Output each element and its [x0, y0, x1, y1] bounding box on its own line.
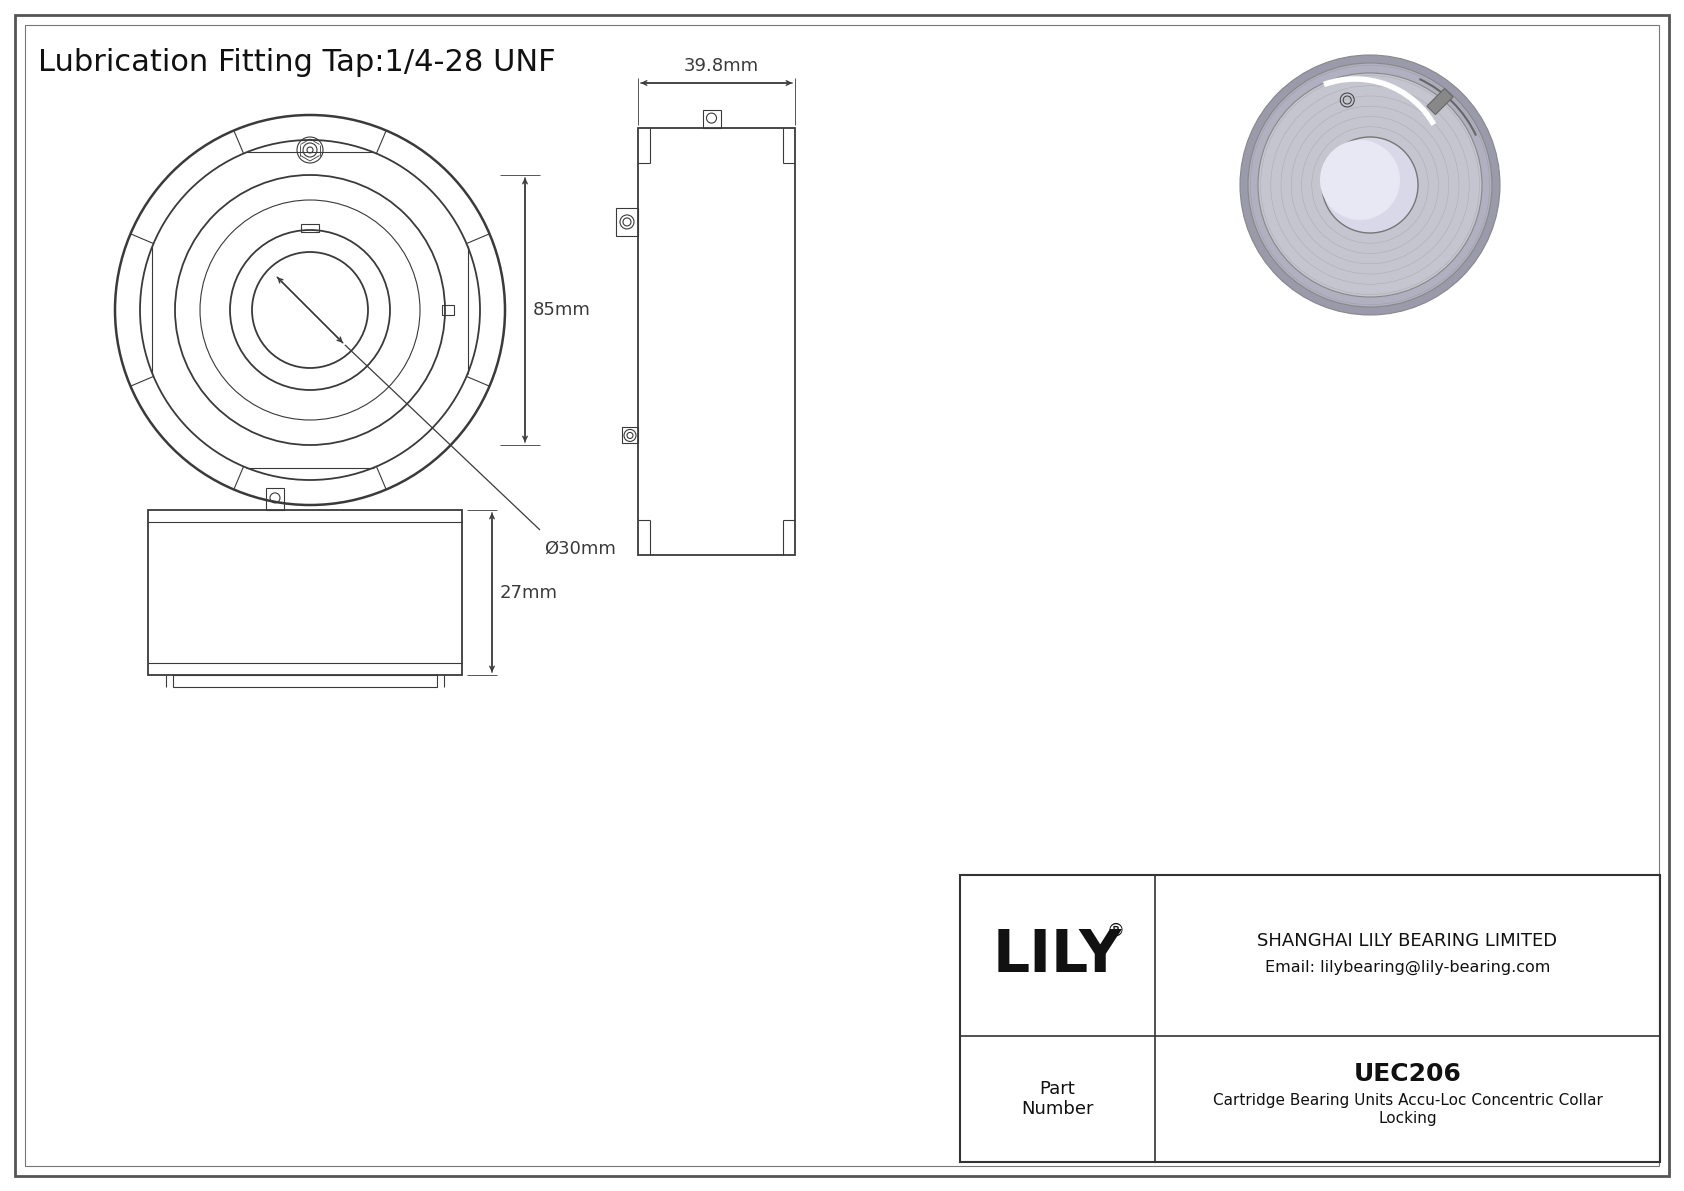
Text: Lubrication Fitting Tap:1/4-28 UNF: Lubrication Fitting Tap:1/4-28 UNF	[39, 48, 556, 77]
Bar	[301, 224, 318, 232]
Bar	[621, 428, 638, 443]
Text: Locking: Locking	[1378, 1111, 1436, 1127]
Text: Ø30mm: Ø30mm	[544, 540, 616, 559]
Text: ®: ®	[1106, 922, 1125, 940]
Bar	[148, 510, 461, 675]
Text: LILY: LILY	[994, 927, 1122, 984]
Bar	[638, 127, 795, 555]
Bar	[266, 488, 285, 510]
Circle shape	[1258, 73, 1482, 297]
Bar	[702, 110, 721, 127]
Bar	[960, 875, 1660, 1162]
Text: Cartridge Bearing Units Accu-Loc Concentric Collar: Cartridge Bearing Units Accu-Loc Concent…	[1212, 1093, 1603, 1109]
Text: 39.8mm: 39.8mm	[684, 57, 759, 75]
Text: UEC206: UEC206	[1354, 1062, 1462, 1086]
Circle shape	[1322, 137, 1418, 233]
Text: SHANGHAI LILY BEARING LIMITED: SHANGHAI LILY BEARING LIMITED	[1258, 931, 1558, 949]
Text: 27mm: 27mm	[500, 584, 557, 601]
Bar	[1426, 88, 1453, 114]
Bar	[616, 208, 638, 236]
Circle shape	[1320, 141, 1399, 220]
Bar	[441, 305, 455, 314]
Bar	[173, 675, 438, 687]
Circle shape	[1239, 55, 1500, 314]
Text: Part
Number: Part Number	[1021, 1079, 1093, 1118]
Text: Email: lilybearing@lily-bearing.com: Email: lilybearing@lily-bearing.com	[1265, 960, 1551, 975]
Text: 85mm: 85mm	[534, 301, 591, 319]
Circle shape	[1248, 63, 1492, 307]
